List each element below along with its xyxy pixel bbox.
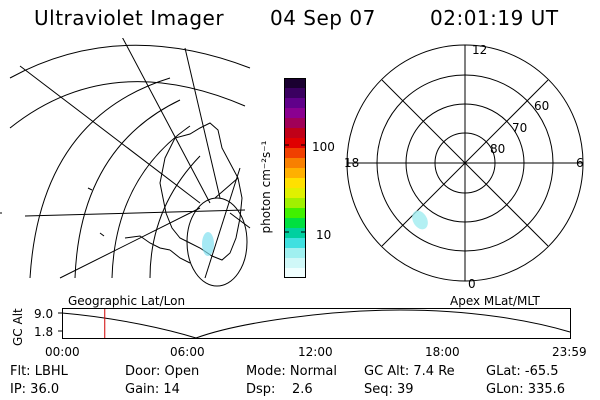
orbit-ytick-low: 1.8 [34,325,53,339]
colorbar-stripe [285,248,305,259]
colorbar-stripe [285,168,305,179]
orbit-xtick-3: 18:00 [425,345,460,359]
colorbar-unit-label: photon cm⁻²s⁻¹ [259,140,273,234]
orbit-xtick-2: 12:00 [298,345,333,359]
colorbar-tick-10: 10 [316,228,332,242]
colorbar-stripe [285,108,305,119]
colorbar-stripe [285,188,305,199]
polar-caption: Apex MLat/MLT [450,294,540,308]
colorbar-stripe [285,218,305,229]
info-glon: GLon: 335.6 [486,382,566,397]
mlt-label-right: 6 [576,156,584,170]
orbit-plot: GC Alt 9.0 1.8 00:00 06:00 12:00 18:00 2… [11,307,587,359]
lat-label-70: 70 [512,121,527,135]
colorbar-stripe [285,158,305,169]
orbit-xtick-0: 00:00 [45,345,80,359]
info-gain: Gain: 14 [125,382,180,397]
orbit-ytick-high: 9.0 [34,307,53,321]
orbit-xtick-1: 06:00 [170,345,205,359]
mlt-label-bottom: 0 [468,277,476,291]
colorbar-stripe [285,268,305,278]
colorbar-stripe [285,258,305,269]
mlt-label-top: 12 [472,43,487,57]
aurora-blob [202,232,214,256]
colorbar-stripe [285,98,305,109]
info-door: Door: Open [125,364,200,379]
colorbar-tick-100: 100 [312,140,335,154]
colorbar-stripe [285,228,305,239]
info-mode: Mode: Normal [246,364,337,379]
colorbar-stripe [285,88,305,99]
map-caption: Geographic Lat/Lon [68,294,186,308]
time-label: 02:01:19 UT [430,6,559,30]
info-gc-alt: GC Alt: 7.4 Re [364,364,455,379]
colorbar-stripe [285,128,305,139]
info-glat: GLat: -65.5 [486,364,559,379]
colorbar-stripe [285,118,305,129]
colorbar-stripe [285,138,305,149]
info-seq: Seq: 39 [364,382,414,397]
colorbar-stripe [285,238,305,249]
window-title: Ultraviolet Imager [34,6,225,30]
date-label: 04 Sep 07 [270,6,376,30]
polar-aurora-blob [412,210,428,230]
colorbar-stripe [285,78,305,89]
colorbar [284,78,306,278]
mlt-label-left: 18 [344,156,359,170]
colorbar-stripe [285,148,305,159]
colorbar-stripe [285,178,305,189]
info-flt: Flt: LBHL [10,364,68,379]
polar-plot: 12 18 6 0 60 70 80 [344,43,584,291]
colorbar-stripe [285,198,305,209]
lat-label-60: 60 [534,99,549,113]
info-dsp: Dsp: 2.6 [246,382,313,397]
geographic-map [0,38,251,287]
lat-label-80: 80 [490,142,505,156]
orbit-ylabel: GC Alt [11,308,25,346]
colorbar-stripe [285,208,305,219]
orbit-xtick-4: 23:59 [552,345,587,359]
info-ip: IP: 36.0 [10,382,60,397]
